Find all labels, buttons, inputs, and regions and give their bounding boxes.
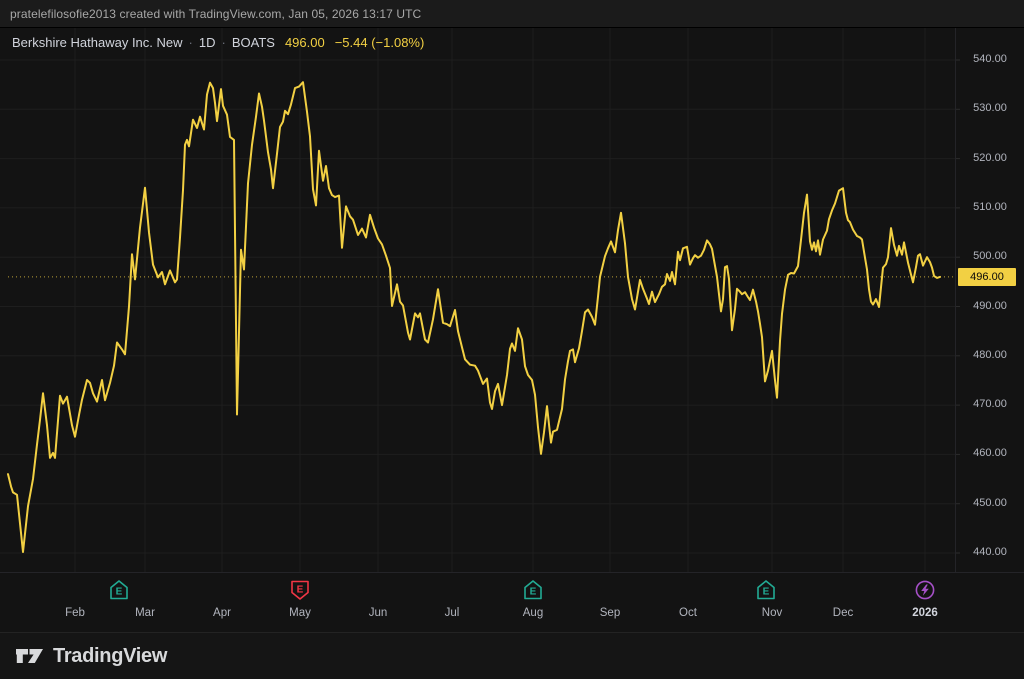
price-series-line[interactable]: [7, 81, 941, 553]
earnings-icon[interactable]: E: [522, 579, 544, 603]
last-price-value: 496.00: [284, 34, 325, 50]
svg-text:E: E: [116, 587, 123, 598]
current-price-text: 496.00: [970, 270, 1004, 283]
time-tick-label: Feb: [65, 607, 85, 619]
time-tick-label: Oct: [679, 607, 697, 619]
watermark-bar: pratelefilosofie2013 created with Tradin…: [0, 0, 1024, 28]
tradingview-logo-icon: [16, 649, 43, 663]
time-tick-label: Jul: [444, 607, 460, 619]
tradingview-logo[interactable]: TradingView: [14, 644, 167, 668]
time-axis-separator: [0, 572, 1024, 573]
upcoming-event-icon[interactable]: [914, 579, 936, 603]
earnings-icon[interactable]: E: [108, 579, 130, 603]
svg-text:E: E: [530, 587, 537, 598]
price-tick-label: 480.00: [973, 348, 1007, 361]
price-tick-label: 440.00: [973, 546, 1007, 558]
tradingview-brand-text: TradingView: [53, 644, 168, 667]
time-tick-label: Aug: [522, 607, 544, 619]
price-tick-label: 490.00: [973, 299, 1007, 312]
time-tick-label: Jun: [368, 607, 388, 619]
exchange-label: BOATS: [231, 34, 275, 50]
legend-separator: ·: [221, 34, 226, 50]
price-tick-label: 500.00: [973, 250, 1007, 263]
price-tick-label: 460.00: [973, 447, 1007, 460]
price-change-value: −5.44 (−1.08%): [334, 34, 425, 50]
price-axis-separator: [955, 28, 956, 573]
earnings-icon[interactable]: E: [289, 579, 311, 603]
price-tick-label: 520.00: [973, 151, 1007, 164]
time-tick-label: 2026: [912, 607, 938, 619]
time-tick-label: May: [289, 607, 311, 619]
time-tick-label: Apr: [213, 607, 231, 619]
time-tick-label: Dec: [832, 607, 854, 619]
time-tick-label: Sep: [599, 607, 621, 619]
watermark-text: pratelefilosofie2013 created with Tradin…: [10, 6, 422, 21]
chart-legend[interactable]: Berkshire Hathaway Inc. New · 1D · BOATS…: [12, 33, 424, 51]
current-price-label: 496.00: [958, 267, 1016, 286]
time-axis[interactable]: Feb Mar Apr May Jun Jul Aug Sep Oct Nov Dec 2026 E …: [0, 573, 1024, 631]
svg-text:E: E: [763, 587, 770, 598]
legend-separator: ·: [188, 34, 193, 50]
price-tick-label: 530.00: [973, 102, 1007, 115]
price-tick-label: 450.00: [973, 496, 1007, 509]
svg-text:E: E: [297, 585, 304, 596]
symbol-title[interactable]: Berkshire Hathaway Inc. New: [12, 34, 183, 50]
price-axis[interactable]: 496.00 540.00 530.00 520.00 510.00 500.00 490…: [956, 28, 1024, 572]
interval-label[interactable]: 1D: [198, 34, 216, 50]
grid-lines: [0, 28, 960, 572]
price-tick-label: 540.00: [973, 53, 1007, 65]
price-tick-label: 510.00: [973, 200, 1007, 213]
time-tick-label: Mar: [135, 607, 155, 619]
footer-bar: TradingView: [0, 632, 1024, 679]
time-tick-label: Nov: [761, 607, 783, 619]
earnings-icon[interactable]: E: [755, 579, 777, 603]
price-tick-label: 470.00: [973, 398, 1007, 411]
